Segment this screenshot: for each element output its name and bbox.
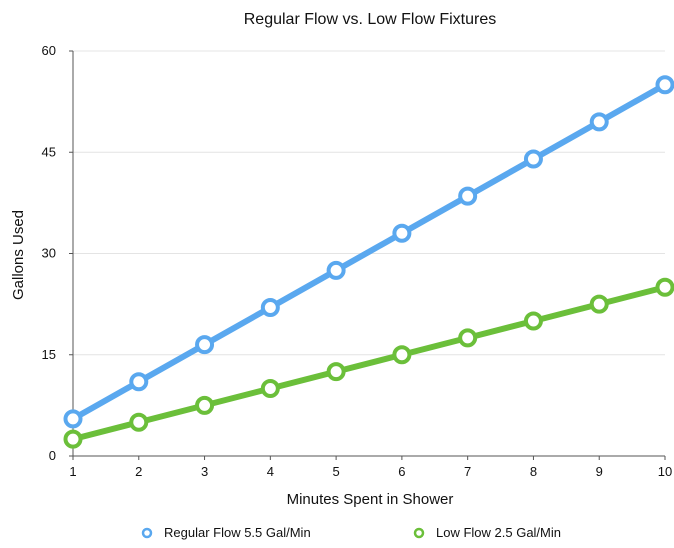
x-tick-label-4: 4: [267, 464, 274, 479]
legend-item-2: Low Flow 2.5 Gal/Min: [413, 525, 561, 540]
series-2-point-3: [195, 395, 215, 415]
y-tick-label-15: 15: [42, 347, 56, 362]
y-tick-label-0: 0: [49, 448, 56, 463]
x-tick-label-2: 2: [135, 464, 142, 479]
series-1-point-7: [458, 186, 478, 206]
series-2-line: [70, 284, 668, 443]
legend-marker-2: [413, 527, 425, 539]
x-tick-label-5: 5: [332, 464, 339, 479]
x-tick-label-9: 9: [596, 464, 603, 479]
series-1-point-3: [195, 335, 215, 355]
series-1-line: [70, 81, 668, 422]
series-2-point-5: [326, 362, 346, 382]
series-2-point-2: [129, 412, 149, 432]
y-tick-labels: 0 15 30 45 60: [42, 43, 73, 463]
legend-item-1: Regular Flow 5.5 Gal/Min: [141, 525, 311, 540]
x-tick-label-7: 7: [464, 464, 471, 479]
legend-label-2: Low Flow 2.5 Gal/Min: [436, 525, 561, 540]
x-tick-labels: 1 2 3 4 5 6 7 8 9 10: [69, 456, 672, 479]
series-layer: [63, 75, 674, 449]
series-2-point-6: [392, 345, 412, 365]
x-tick-label-6: 6: [398, 464, 405, 479]
series-1-point-5: [326, 260, 346, 280]
x-tick-label-10: 10: [658, 464, 672, 479]
y-tick-label-60: 60: [42, 43, 56, 58]
series-1: [63, 75, 674, 429]
series-1-point-6: [392, 223, 412, 243]
x-tick-label-1: 1: [69, 464, 76, 479]
series-2: [63, 277, 674, 449]
legend: Regular Flow 5.5 Gal/Min Low Flow 2.5 Gal…: [141, 525, 561, 540]
series-2-point-9: [589, 294, 609, 314]
series-1-point-4: [260, 298, 280, 317]
series-1-point-9: [589, 112, 609, 132]
x-tick-label-3: 3: [201, 464, 208, 479]
legend-marker-1: [141, 527, 153, 539]
y-tick-label-30: 30: [42, 246, 56, 261]
chart-title: Regular Flow vs. Low Flow Fixtures: [244, 11, 497, 28]
legend-label-1: Regular Flow 5.5 Gal/Min: [164, 525, 311, 540]
series-2-point-1: [63, 429, 83, 449]
series-2-point-8: [523, 311, 543, 331]
series-2-point-7: [458, 328, 478, 348]
y-tick-label-45: 45: [42, 144, 56, 159]
grid-layer: [73, 50, 665, 356]
series-1-point-1: [63, 409, 83, 429]
y-axis-label: Gallons Used: [10, 210, 27, 300]
series-1-point-10: [655, 75, 674, 95]
series-1-point-8: [523, 149, 543, 169]
series-2-point-4: [260, 379, 280, 398]
x-axis-label: Minutes Spent in Shower: [287, 491, 454, 508]
x-tick-label-8: 8: [530, 464, 537, 479]
series-1-point-2: [129, 372, 149, 392]
series-2-point-10: [655, 277, 674, 297]
